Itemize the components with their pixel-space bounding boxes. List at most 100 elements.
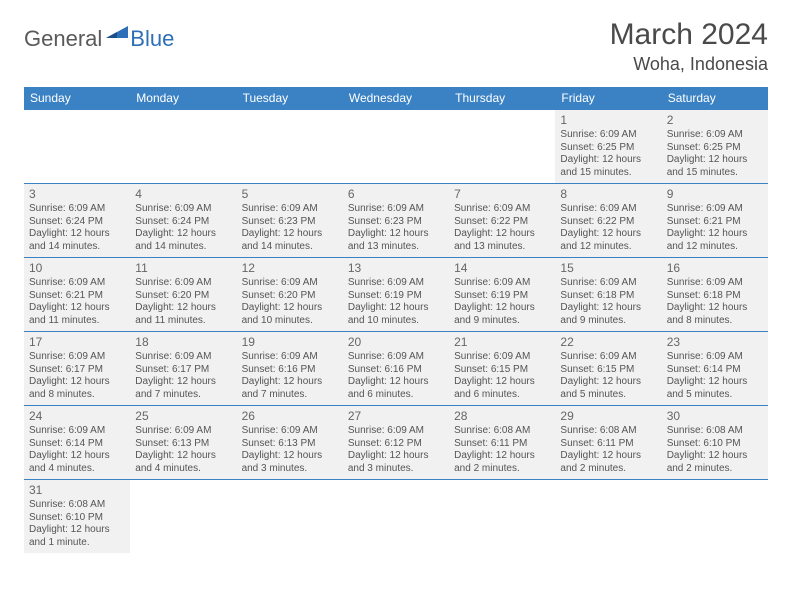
calendar-day-cell: 21Sunrise: 6:09 AMSunset: 6:15 PMDayligh… — [449, 332, 555, 406]
day-number: 13 — [348, 261, 444, 276]
calendar-day-cell: 30Sunrise: 6:08 AMSunset: 6:10 PMDayligh… — [662, 406, 768, 480]
day-number: 7 — [454, 187, 550, 202]
sunrise-text: Sunrise: 6:09 AM — [135, 277, 231, 290]
day-number: 24 — [29, 409, 125, 424]
title-block: March 2024 Woha, Indonesia — [610, 18, 768, 75]
sunset-text: Sunset: 6:23 PM — [242, 216, 338, 229]
daylight-text: Daylight: 12 hours and 11 minutes. — [135, 302, 231, 327]
calendar-day-cell: 16Sunrise: 6:09 AMSunset: 6:18 PMDayligh… — [662, 258, 768, 332]
sunrise-text: Sunrise: 6:09 AM — [560, 277, 656, 290]
daylight-text: Daylight: 12 hours and 14 minutes. — [135, 228, 231, 253]
day-number: 5 — [242, 187, 338, 202]
calendar-day-cell — [237, 110, 343, 184]
daylight-text: Daylight: 12 hours and 10 minutes. — [242, 302, 338, 327]
daylight-text: Daylight: 12 hours and 9 minutes. — [454, 302, 550, 327]
sunset-text: Sunset: 6:22 PM — [454, 216, 550, 229]
day-number: 6 — [348, 187, 444, 202]
daylight-text: Daylight: 12 hours and 2 minutes. — [560, 450, 656, 475]
sunrise-text: Sunrise: 6:09 AM — [29, 203, 125, 216]
calendar-day-cell: 5Sunrise: 6:09 AMSunset: 6:23 PMDaylight… — [237, 184, 343, 258]
day-number: 27 — [348, 409, 444, 424]
day-number: 23 — [667, 335, 763, 350]
daylight-text: Daylight: 12 hours and 12 minutes. — [667, 228, 763, 253]
sunrise-text: Sunrise: 6:09 AM — [242, 351, 338, 364]
day-number: 14 — [454, 261, 550, 276]
sunrise-text: Sunrise: 6:09 AM — [560, 129, 656, 142]
sunset-text: Sunset: 6:17 PM — [135, 364, 231, 377]
sunset-text: Sunset: 6:20 PM — [242, 290, 338, 303]
brand-part1: General — [24, 26, 102, 52]
sunset-text: Sunset: 6:15 PM — [560, 364, 656, 377]
daylight-text: Daylight: 12 hours and 2 minutes. — [667, 450, 763, 475]
sunset-text: Sunset: 6:14 PM — [667, 364, 763, 377]
daylight-text: Daylight: 12 hours and 3 minutes. — [348, 450, 444, 475]
sunset-text: Sunset: 6:24 PM — [135, 216, 231, 229]
day-number: 31 — [29, 483, 125, 498]
calendar-day-cell: 18Sunrise: 6:09 AMSunset: 6:17 PMDayligh… — [130, 332, 236, 406]
calendar-week-row: 10Sunrise: 6:09 AMSunset: 6:21 PMDayligh… — [24, 258, 768, 332]
daylight-text: Daylight: 12 hours and 13 minutes. — [348, 228, 444, 253]
daylight-text: Daylight: 12 hours and 1 minute. — [29, 524, 125, 549]
sunrise-text: Sunrise: 6:09 AM — [667, 129, 763, 142]
sunrise-text: Sunrise: 6:08 AM — [667, 425, 763, 438]
day-number: 28 — [454, 409, 550, 424]
calendar-day-cell: 20Sunrise: 6:09 AMSunset: 6:16 PMDayligh… — [343, 332, 449, 406]
day-number: 12 — [242, 261, 338, 276]
sunset-text: Sunset: 6:11 PM — [560, 438, 656, 451]
day-number: 22 — [560, 335, 656, 350]
calendar-day-cell: 8Sunrise: 6:09 AMSunset: 6:22 PMDaylight… — [555, 184, 661, 258]
day-number: 17 — [29, 335, 125, 350]
weekday-header: Sunday — [24, 87, 130, 110]
sunrise-text: Sunrise: 6:08 AM — [454, 425, 550, 438]
sunset-text: Sunset: 6:12 PM — [348, 438, 444, 451]
day-number: 29 — [560, 409, 656, 424]
day-number: 9 — [667, 187, 763, 202]
calendar-week-row: 24Sunrise: 6:09 AMSunset: 6:14 PMDayligh… — [24, 406, 768, 480]
daylight-text: Daylight: 12 hours and 8 minutes. — [29, 376, 125, 401]
weekday-header: Wednesday — [343, 87, 449, 110]
sunrise-text: Sunrise: 6:09 AM — [348, 277, 444, 290]
day-number: 30 — [667, 409, 763, 424]
day-number: 20 — [348, 335, 444, 350]
header: General Blue March 2024 Woha, Indonesia — [24, 18, 768, 75]
calendar-day-cell — [130, 480, 236, 554]
sunrise-text: Sunrise: 6:09 AM — [348, 425, 444, 438]
sunrise-text: Sunrise: 6:08 AM — [29, 499, 125, 512]
sunset-text: Sunset: 6:25 PM — [560, 142, 656, 155]
weekday-header: Thursday — [449, 87, 555, 110]
weekday-header: Saturday — [662, 87, 768, 110]
day-number: 15 — [560, 261, 656, 276]
sunrise-text: Sunrise: 6:08 AM — [560, 425, 656, 438]
sunrise-text: Sunrise: 6:09 AM — [454, 277, 550, 290]
sunrise-text: Sunrise: 6:09 AM — [242, 425, 338, 438]
day-number: 10 — [29, 261, 125, 276]
sunset-text: Sunset: 6:24 PM — [29, 216, 125, 229]
calendar-day-cell — [24, 110, 130, 184]
daylight-text: Daylight: 12 hours and 5 minutes. — [560, 376, 656, 401]
calendar-day-cell: 15Sunrise: 6:09 AMSunset: 6:18 PMDayligh… — [555, 258, 661, 332]
calendar-week-row: 1Sunrise: 6:09 AMSunset: 6:25 PMDaylight… — [24, 110, 768, 184]
sunset-text: Sunset: 6:18 PM — [560, 290, 656, 303]
daylight-text: Daylight: 12 hours and 3 minutes. — [242, 450, 338, 475]
location: Woha, Indonesia — [610, 54, 768, 75]
daylight-text: Daylight: 12 hours and 14 minutes. — [242, 228, 338, 253]
daylight-text: Daylight: 12 hours and 13 minutes. — [454, 228, 550, 253]
calendar-day-cell: 25Sunrise: 6:09 AMSunset: 6:13 PMDayligh… — [130, 406, 236, 480]
calendar-day-cell: 3Sunrise: 6:09 AMSunset: 6:24 PMDaylight… — [24, 184, 130, 258]
sunrise-text: Sunrise: 6:09 AM — [348, 351, 444, 364]
calendar-day-cell: 6Sunrise: 6:09 AMSunset: 6:23 PMDaylight… — [343, 184, 449, 258]
sunrise-text: Sunrise: 6:09 AM — [29, 425, 125, 438]
sunset-text: Sunset: 6:10 PM — [667, 438, 763, 451]
day-number: 11 — [135, 261, 231, 276]
sunset-text: Sunset: 6:19 PM — [454, 290, 550, 303]
daylight-text: Daylight: 12 hours and 6 minutes. — [454, 376, 550, 401]
calendar-day-cell: 1Sunrise: 6:09 AMSunset: 6:25 PMDaylight… — [555, 110, 661, 184]
calendar-day-cell: 29Sunrise: 6:08 AMSunset: 6:11 PMDayligh… — [555, 406, 661, 480]
calendar-day-cell — [555, 480, 661, 554]
sunset-text: Sunset: 6:22 PM — [560, 216, 656, 229]
sunrise-text: Sunrise: 6:09 AM — [242, 277, 338, 290]
day-number: 26 — [242, 409, 338, 424]
calendar-table: SundayMondayTuesdayWednesdayThursdayFrid… — [24, 87, 768, 553]
calendar-day-cell: 12Sunrise: 6:09 AMSunset: 6:20 PMDayligh… — [237, 258, 343, 332]
calendar-week-row: 3Sunrise: 6:09 AMSunset: 6:24 PMDaylight… — [24, 184, 768, 258]
